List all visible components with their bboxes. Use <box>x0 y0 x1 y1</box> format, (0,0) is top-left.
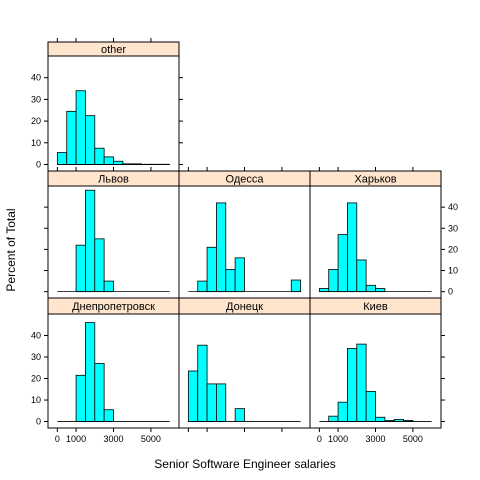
histogram-bar <box>347 348 358 422</box>
panel-strip-label: Днепропетровск <box>72 301 155 313</box>
panel-1: Львов <box>44 167 180 299</box>
histogram-bar <box>103 409 114 422</box>
histogram-bar <box>206 246 217 293</box>
x-tick-label: 3000 <box>365 434 385 444</box>
histogram-bar <box>197 280 208 293</box>
histogram-bar <box>94 147 105 165</box>
histogram-bar <box>103 156 114 165</box>
panel-strip-label: Львов <box>98 173 129 185</box>
y-tick-label: 20 <box>448 244 458 254</box>
histogram-bar <box>85 322 96 422</box>
histogram-bar <box>206 383 217 422</box>
histogram-bar <box>103 280 114 293</box>
histogram-bar <box>375 288 386 293</box>
y-tick-label: 10 <box>31 395 41 405</box>
histogram-bar <box>356 259 367 293</box>
panel-4: Днепропетровск 0 10 20 30 40 0 1000 3000 5000 <box>31 297 180 444</box>
y-axis-title: Percent of Total <box>4 208 18 291</box>
panel-5: Донецк <box>178 297 311 432</box>
y-tick-label: 10 <box>31 138 41 148</box>
y-tick-label: 40 <box>31 73 41 83</box>
x-tick-label: 0 <box>317 434 322 444</box>
histogram-bar <box>94 238 105 293</box>
y-tick-label: 0 <box>36 417 41 427</box>
panel-strip-label: Донецк <box>226 301 263 313</box>
y-tick-label: 30 <box>31 94 41 104</box>
x-tick-label: 5000 <box>403 434 423 444</box>
panel-2: Одесса <box>178 167 311 299</box>
panel-strip-label: Киев <box>363 301 388 313</box>
histogram-bar <box>85 115 96 165</box>
x-tick-label: 1000 <box>328 434 348 444</box>
histogram-bar <box>337 401 348 422</box>
y-tick-label: 40 <box>31 331 41 341</box>
x-tick-label: 0 <box>55 434 60 444</box>
histogram-bar <box>225 269 236 293</box>
histogram-bar <box>113 160 124 165</box>
histogram-bar <box>356 343 367 422</box>
histogram-bar <box>75 244 86 293</box>
x-axis-title: Senior Software Engineer salaries <box>154 457 335 471</box>
y-tick-label: 40 <box>448 202 458 212</box>
histogram-bar <box>375 416 386 422</box>
y-tick-label: 0 <box>36 159 41 169</box>
y-tick-label: 20 <box>31 374 41 384</box>
histogram-bar <box>66 110 77 165</box>
histogram-bar <box>328 415 339 422</box>
histogram-bar <box>328 269 339 293</box>
histogram-bar <box>365 391 376 422</box>
histogram-bar <box>85 189 96 293</box>
y-tick-label: 30 <box>448 223 458 233</box>
histogram-bar <box>75 374 86 422</box>
histogram-bar <box>337 234 348 293</box>
histogram-bar <box>187 370 199 422</box>
y-tick-label: 30 <box>31 352 41 362</box>
panel-0: other 0 10 20 30 40 <box>31 38 183 172</box>
histogram-bar <box>234 408 245 422</box>
panel-3: Харьков 0 10 20 30 40 <box>309 167 458 299</box>
histogram-bar <box>216 383 227 422</box>
panel-strip-label: Одесса <box>226 173 265 185</box>
y-tick-label: 10 <box>448 266 458 276</box>
histogram-bar <box>290 279 302 293</box>
histogram-bar <box>94 363 105 422</box>
panel-strip-label: Харьков <box>354 173 396 185</box>
y-tick-label: 0 <box>448 287 453 297</box>
panels-layer: other 0 10 20 30 40 Львов Одесса Харьков 0 10 20 30 4… <box>31 38 458 444</box>
histogram-bar <box>56 152 68 165</box>
x-tick-label: 1000 <box>66 434 86 444</box>
histogram-bar <box>197 344 208 422</box>
histogram-bar <box>347 202 358 293</box>
panel-strip-label: other <box>101 44 126 56</box>
panel-6: Киев 0 1000 3000 5000 <box>309 297 445 444</box>
histogram-bar <box>216 202 227 293</box>
histogram-bar <box>318 288 330 293</box>
x-tick-label: 3000 <box>103 434 123 444</box>
x-tick-label: 5000 <box>141 434 161 444</box>
histogram-bar <box>234 257 245 293</box>
histogram-bar <box>75 90 86 165</box>
histogram-bar <box>365 284 376 293</box>
y-tick-label: 20 <box>31 116 41 126</box>
